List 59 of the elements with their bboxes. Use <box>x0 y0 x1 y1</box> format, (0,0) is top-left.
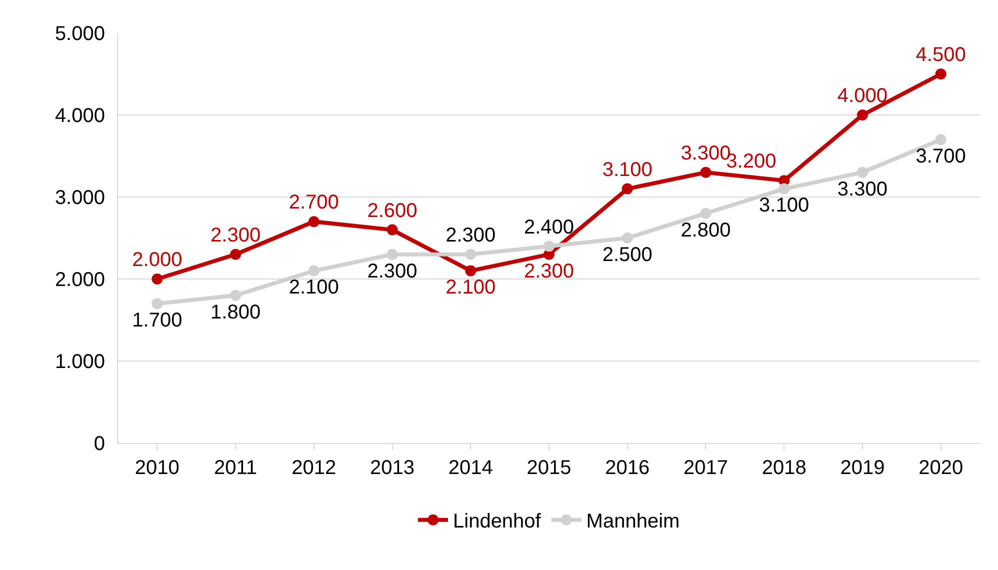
point <box>230 248 242 260</box>
point <box>622 232 633 244</box>
y-tick-label: 0 <box>94 433 105 455</box>
point <box>700 208 712 219</box>
point <box>856 166 868 178</box>
data-label: 2.300 <box>524 260 574 282</box>
y-tick-label: 3.000 <box>54 187 105 209</box>
data-label: 2.500 <box>602 244 652 266</box>
y-tick-label: 4.000 <box>54 105 105 127</box>
point <box>152 298 163 310</box>
data-label: 1.700 <box>132 309 182 332</box>
point <box>308 216 320 228</box>
data-label: 2.600 <box>367 200 418 222</box>
x-tick-label: 2012 <box>292 457 336 479</box>
data-label: 2.100 <box>288 276 339 299</box>
point <box>935 68 946 80</box>
x-tick-label: 2018 <box>762 457 806 479</box>
legend-label: Mannheim <box>586 510 680 533</box>
data-label: 2.300 <box>446 224 496 247</box>
data-label: 3.300 <box>837 178 888 200</box>
point <box>622 183 633 194</box>
point <box>308 265 320 276</box>
legend-label: Lindenhof <box>453 510 542 533</box>
point <box>856 110 868 120</box>
y-tick-label: 1.000 <box>54 351 105 373</box>
data-label: 2.300 <box>210 224 261 247</box>
x-tick-label: 2016 <box>605 457 650 479</box>
data-label: 3.700 <box>916 145 966 168</box>
y-tick-label: 2.000 <box>54 269 105 291</box>
y-tick-label: 5.000 <box>54 23 105 45</box>
data-label: 2.700 <box>288 192 339 214</box>
data-label: 2.300 <box>367 260 418 282</box>
data-label: 4.500 <box>916 44 966 66</box>
x-tick-label: 2010 <box>134 457 180 479</box>
point <box>152 274 163 284</box>
point <box>935 134 946 146</box>
point <box>544 240 554 252</box>
data-label: 2.100 <box>446 276 496 299</box>
data-label: 3.100 <box>759 194 810 217</box>
x-tick-label: 2011 <box>214 457 258 479</box>
point <box>700 166 712 178</box>
x-tick-label: 2014 <box>448 457 493 479</box>
point <box>386 248 398 260</box>
point <box>465 265 476 276</box>
data-label: 2.400 <box>524 216 574 238</box>
data-label: 3.100 <box>602 158 652 181</box>
data-label: 2.000 <box>132 249 182 272</box>
data-label: 2.800 <box>680 219 731 242</box>
x-tick-label: 2020 <box>918 457 964 479</box>
data-label: 4.000 <box>837 85 888 108</box>
x-tick-label: 2013 <box>370 457 415 479</box>
point <box>778 183 790 194</box>
point <box>465 248 476 260</box>
x-tick-label: 2017 <box>683 457 728 479</box>
data-label: 1.800 <box>210 301 261 324</box>
x-tick-label: 2015 <box>526 457 572 479</box>
x-tick-label: 2019 <box>840 457 885 479</box>
point <box>386 224 398 236</box>
point <box>230 290 242 301</box>
